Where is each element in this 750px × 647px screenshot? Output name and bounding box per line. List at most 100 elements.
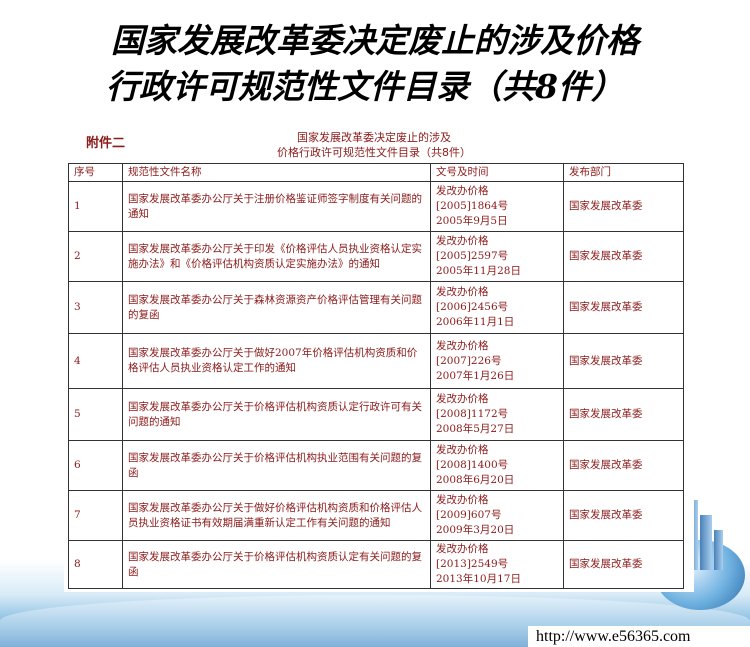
table-header-row: 序号 规范性文件名称 文号及时间 发布部门	[68, 163, 684, 182]
building-decoration	[700, 515, 712, 570]
doc-date: 2006年11月1日	[436, 316, 515, 328]
doc-number: [2006]2456号	[436, 301, 509, 313]
table-row: 8 国家发展改革委办公厅关于价格评估机构资质认定有关问题的复函 发改办价格 [2013…	[68, 540, 684, 589]
row-number-text: 7	[74, 509, 81, 521]
document-table: 序号 规范性文件名称 文号及时间 发布部门 1 国家发展改革委办公厅关于注册价格鉴…	[68, 163, 684, 589]
doc-date: 2008年6月20日	[436, 474, 515, 486]
document-name-text: 国家发展改革委办公厅关于注册价格鉴证师签字制度有关问题的通知	[128, 192, 422, 220]
row-number: 3	[68, 281, 123, 334]
document-number: 发改办价格 [2013]2549号 2013年10月17日	[430, 540, 564, 589]
document-number: 发改办价格 [2007]226号 2007年1月26日	[430, 333, 564, 389]
document-name-text: 国家发展改革委办公厅关于做好价格评估机构资质和价格评估人员执业资格证书有效期届满…	[128, 501, 422, 529]
doc-number: [2008]1172号	[436, 408, 509, 420]
document-number: 发改办价格 [2006]2456号 2006年11月1日	[430, 281, 564, 334]
doc-prefix: 发改办价格	[436, 444, 489, 456]
table-row: 5 国家发展改革委办公厅关于价格评估机构资质认定行政许可有关问题的通知 发改办价格 […	[68, 388, 684, 441]
table-row: 1 国家发展改革委办公厅关于注册价格鉴证师签字制度有关问题的通知 发改办价格 [200…	[68, 181, 684, 232]
doc-number: [2005]1864号	[436, 200, 509, 212]
doc-date: 2007年1月26日	[436, 369, 515, 382]
document-name-text: 国家发展改革委办公厅关于森林资源资产价格评估管理有关问题的复函	[128, 293, 422, 321]
issuing-department: 国家发展改革委	[563, 540, 684, 589]
doc-date: 2013年10月17日	[436, 573, 521, 585]
header-no: 序号	[68, 163, 123, 182]
row-number-text: 3	[74, 301, 81, 313]
issuing-department: 国家发展改革委	[563, 181, 684, 232]
document-number: 发改办价格 [2009]607号 2009年3月20日	[430, 490, 564, 541]
document-name: 国家发展改革委办公厅关于印发《价格评估人员执业资格认定实施办法》和《价格评估机构…	[122, 231, 431, 282]
doc-date: 2005年11月28日	[436, 265, 521, 277]
document-number: 发改办价格 [2008]1400号 2008年6月20日	[430, 440, 564, 491]
table-row: 2 国家发展改革委办公厅关于印发《价格评估人员执业资格认定实施办法》和《价格评估机…	[68, 231, 684, 282]
department-text: 国家发展改革委	[569, 509, 643, 521]
doc-prefix: 发改办价格	[436, 286, 489, 298]
document-name: 国家发展改革委办公厅关于做好2007年价格评估机构资质和价格评估人员执业资格认定…	[122, 333, 431, 389]
table-row: 7 国家发展改革委办公厅关于做好价格评估机构资质和价格评估人员执业资格证书有效期届…	[68, 490, 684, 541]
document-number: 发改办价格 [2005]2597号 2005年11月28日	[430, 231, 564, 282]
issuing-department: 国家发展改革委	[563, 388, 684, 441]
doc-prefix: 发改办价格	[436, 393, 489, 405]
doc-number: [2008]1400号	[436, 459, 509, 471]
doc-date: 2008年5月27日	[436, 423, 515, 435]
document-name: 国家发展改革委办公厅关于森林资源资产价格评估管理有关问题的复函	[122, 281, 431, 334]
document-image: 附件二 国家发展改革委决定废止的涉及 价格行政许可规范性文件目录（共8件） 序号…	[64, 118, 694, 592]
department-text: 国家发展改革委	[569, 301, 643, 313]
document-name: 国家发展改革委办公厅关于价格评估机构资质认定有关问题的复函	[122, 540, 431, 589]
row-number: 5	[68, 388, 123, 441]
doc-prefix: 发改办价格	[436, 185, 489, 197]
issuing-department: 国家发展改革委	[563, 281, 684, 334]
document-name: 国家发展改革委办公厅关于注册价格鉴证师签字制度有关问题的通知	[122, 181, 431, 232]
department-text: 国家发展改革委	[569, 200, 643, 212]
row-number-text: 6	[74, 459, 81, 471]
slide-title-line1: 国家发展改革委决定废止的涉及价格	[111, 21, 639, 60]
document-name-text: 国家发展改革委办公厅关于价格评估机构执业范围有关问题的复函	[128, 451, 422, 479]
row-number-text: 1	[74, 200, 81, 212]
doc-prefix: 发改办价格	[436, 235, 489, 247]
doc-number: [2013]2549号	[436, 558, 509, 570]
table-row: 6 国家发展改革委办公厅关于价格评估机构执业范围有关问题的复函 发改办价格 [2008…	[68, 440, 684, 491]
header-name: 规范性文件名称	[122, 163, 431, 182]
issuing-department: 国家发展改革委	[563, 333, 684, 389]
document-name: 国家发展改革委办公厅关于做好价格评估机构资质和价格评估人员执业资格证书有效期届满…	[122, 490, 431, 541]
row-number: 8	[68, 540, 123, 589]
row-number-text: 8	[74, 558, 81, 570]
department-text: 国家发展改革委	[569, 459, 643, 471]
doc-number: [2009]607号	[436, 509, 502, 521]
document-title-line2: 价格行政许可规范性文件目录（共8件）	[277, 146, 471, 159]
department-text: 国家发展改革委	[569, 408, 643, 420]
issuing-department: 国家发展改革委	[563, 440, 684, 491]
row-number: 2	[68, 231, 123, 282]
slide-title-line2: 行政许可规范性文件目录（共8件）	[106, 67, 624, 106]
building-decoration	[714, 530, 723, 570]
doc-prefix: 发改办价格	[436, 543, 489, 555]
document-title-line1: 国家发展改革委决定废止的涉及	[297, 131, 451, 144]
row-number-text: 5	[74, 408, 81, 420]
table-row: 3 国家发展改革委办公厅关于森林资源资产价格评估管理有关问题的复函 发改办价格 [20…	[68, 281, 684, 334]
doc-date: 2009年3月20日	[436, 524, 515, 536]
header-dept: 发布部门	[563, 163, 684, 182]
document-name-text: 国家发展改革委办公厅关于价格评估机构资质认定行政许可有关问题的通知	[128, 400, 422, 428]
document-title: 国家发展改革委决定废止的涉及 价格行政许可规范性文件目录（共8件）	[214, 130, 534, 160]
row-number: 7	[68, 490, 123, 541]
issuing-department: 国家发展改革委	[563, 490, 684, 541]
document-name: 国家发展改革委办公厅关于价格评估机构执业范围有关问题的复函	[122, 440, 431, 491]
document-number: 发改办价格 [2005]1864号 2005年9月5日	[430, 181, 564, 232]
attachment-label: 附件二	[86, 136, 126, 151]
document-name-text: 国家发展改革委办公厅关于做好2007年价格评估机构资质和价格评估人员执业资格认定…	[128, 347, 418, 374]
issuing-department: 国家发展改革委	[563, 231, 684, 282]
row-number: 6	[68, 440, 123, 491]
row-number: 1	[68, 181, 123, 232]
doc-number: [2007]226号	[436, 354, 502, 367]
department-text: 国家发展改革委	[569, 354, 643, 367]
doc-prefix: 发改办价格	[436, 339, 489, 352]
document-name-text: 国家发展改革委办公厅关于价格评估机构资质认定有关问题的复函	[128, 550, 422, 578]
table-row: 4 国家发展改革委办公厅关于做好2007年价格评估机构资质和价格评估人员执业资格认…	[68, 333, 684, 389]
doc-date: 2005年9月5日	[436, 215, 508, 227]
document-number: 发改办价格 [2008]1172号 2008年5月27日	[430, 388, 564, 441]
header-doc: 文号及时间	[430, 163, 564, 182]
row-number-text: 4	[74, 354, 81, 367]
row-number-text: 2	[74, 250, 81, 262]
department-text: 国家发展改革委	[569, 558, 643, 570]
document-name-text: 国家发展改革委办公厅关于印发《价格评估人员执业资格认定实施办法》和《价格评估机构…	[128, 242, 422, 270]
doc-prefix: 发改办价格	[436, 494, 489, 506]
document-name: 国家发展改革委办公厅关于价格评估机构资质认定行政许可有关问题的通知	[122, 388, 431, 441]
